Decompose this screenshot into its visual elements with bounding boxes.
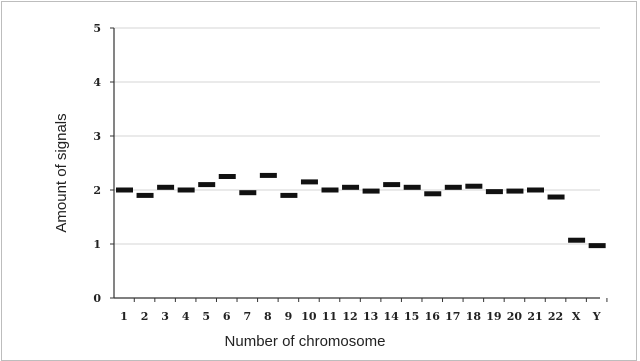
y-tick-label-2: 2 [93, 184, 101, 197]
signal-mark-12 [342, 184, 360, 190]
signal-mark-8 [259, 172, 277, 178]
signal-mark-4 [177, 187, 195, 193]
x-tick-label-14: 14 [383, 310, 399, 323]
x-tick-label-9: 9 [285, 310, 293, 323]
x-tick-label-15: 15 [404, 310, 419, 323]
data-marks [116, 172, 606, 249]
signal-mark-2 [136, 192, 154, 198]
x-tick-label-21: 21 [527, 310, 542, 323]
signal-mark-10 [300, 179, 318, 185]
signal-mark-14 [383, 182, 401, 188]
x-tick-label-3: 3 [161, 310, 169, 323]
x-tick-label-17: 17 [445, 310, 460, 323]
signal-mark-16 [424, 191, 442, 197]
x-tick-label-16: 16 [425, 310, 441, 323]
x-tick-label-2: 2 [141, 310, 149, 323]
x-tick-label-11: 11 [322, 310, 337, 323]
x-tick-label-X: X [572, 310, 581, 323]
x-tick-label-5: 5 [202, 310, 210, 323]
signal-mark-21 [527, 187, 544, 193]
x-tick-label-1: 1 [120, 310, 128, 323]
y-tick-label-3: 3 [93, 130, 101, 143]
signal-mark-3 [157, 184, 175, 190]
y-tick-labels: 0 1 2 3 4 5 [93, 22, 101, 305]
x-tick-label-22: 22 [548, 310, 563, 323]
signal-mark-X [568, 237, 586, 243]
signal-mark-9 [280, 192, 298, 198]
signal-mark-1 [116, 187, 133, 193]
signal-mark-13 [362, 188, 380, 194]
signal-mark-17 [444, 184, 462, 190]
y-tick-label-4: 4 [93, 76, 101, 89]
x-tick-label-4: 4 [182, 310, 190, 323]
x-tick-label-7: 7 [243, 310, 251, 323]
x-tick-label-10: 10 [301, 310, 317, 323]
signal-mark-20 [506, 188, 524, 194]
signal-mark-7 [239, 190, 257, 196]
signal-mark-Y [588, 243, 606, 249]
x-axis-title: Number of chromosome [225, 333, 386, 350]
signal-mark-15 [403, 184, 421, 190]
signal-mark-19 [485, 189, 503, 195]
x-tick-label-8: 8 [264, 310, 272, 323]
y-tick-label-1: 1 [93, 238, 101, 251]
x-tick-labels: 1 2 3 4 5 6 7 8 9 10 11 12 13 14 15 16 17 18 19 20 21 22 X Y [120, 310, 601, 323]
x-tick-label-Y: Y [592, 310, 601, 323]
x-tick-label-6: 6 [223, 310, 231, 323]
y-axis-title: Amount of signals [53, 113, 70, 232]
gridlines [114, 27, 600, 245]
y-tick-label-0: 0 [93, 292, 101, 305]
x-tick-label-13: 13 [363, 310, 378, 323]
signal-mark-5 [198, 182, 216, 188]
signal-mark-18 [465, 183, 483, 189]
signal-mark-6 [218, 174, 236, 179]
signal-mark-11 [321, 187, 339, 193]
axes [110, 27, 608, 302]
signal-mark-22 [547, 194, 565, 200]
x-tick-label-20: 20 [507, 310, 523, 323]
x-tick-label-18: 18 [466, 310, 482, 323]
x-tick-label-12: 12 [342, 310, 357, 323]
y-tick-label-5: 5 [93, 22, 101, 35]
x-tick-label-19: 19 [486, 310, 501, 323]
